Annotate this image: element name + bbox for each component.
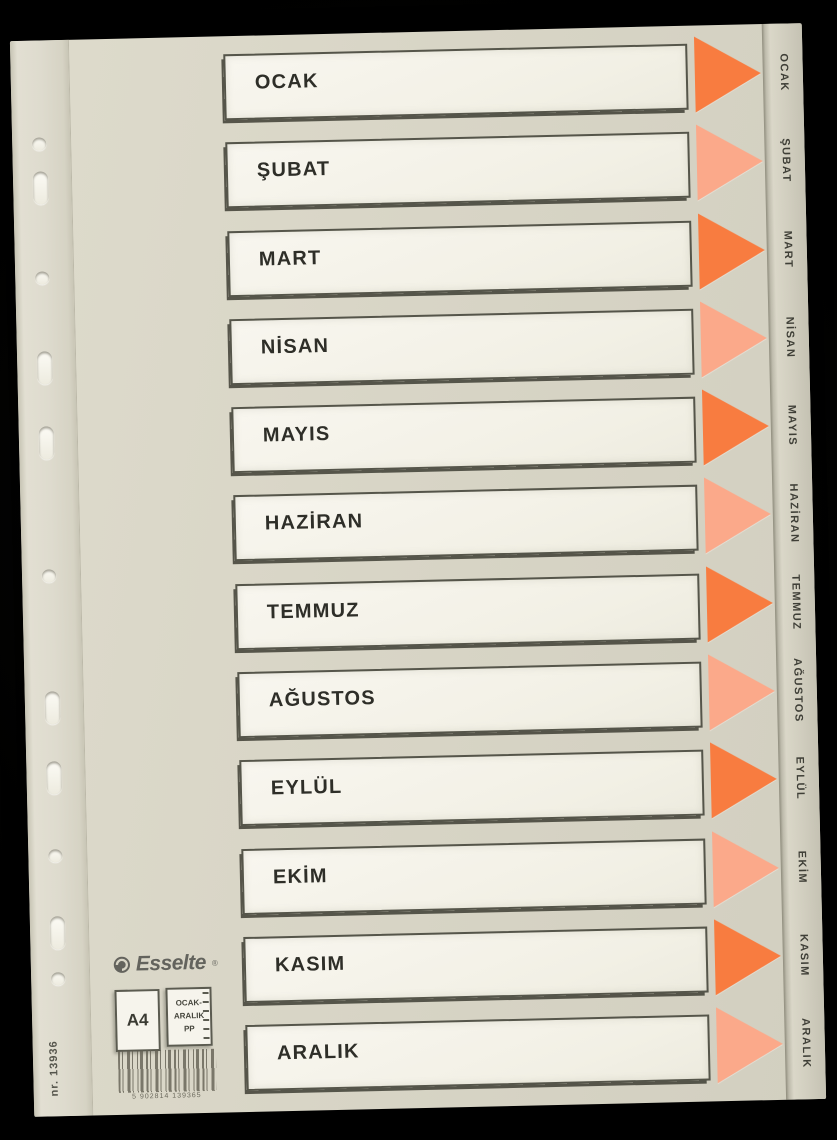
month-label-box: ARALIK <box>245 1014 711 1092</box>
tab-arrow-icon <box>715 1005 784 1084</box>
tab-month-label: MART <box>781 230 795 269</box>
range-code-box: OCAK- ARALIK PP <box>165 986 213 1047</box>
month-label: HAZİRAN <box>264 510 364 535</box>
esselte-logo-text: Esselte <box>135 950 207 976</box>
tab-month-label: HAZİRAN <box>787 483 801 544</box>
tab-arrow-icon <box>712 829 780 908</box>
punch-hole <box>38 426 55 460</box>
esselte-swirl-icon <box>113 956 130 973</box>
punch-strip: nr. 13936 <box>9 39 94 1117</box>
divider-sheet: nr. 13936 OCAK ŞUBAT MART NİSAN MAYIS <box>9 23 827 1117</box>
punch-hole <box>35 271 50 285</box>
punch-hole <box>49 916 66 950</box>
month-label: EKİM <box>272 865 328 889</box>
month-label-box: MAYIS <box>231 396 697 474</box>
tab-arrow-icon <box>695 123 764 201</box>
range-code-line: ARALIK <box>173 1010 205 1021</box>
tab-arrow-icon <box>693 35 762 113</box>
month-label: NİSAN <box>260 334 330 359</box>
tab-month-label: KASIM <box>797 933 811 977</box>
tab-month-label: ŞUBAT <box>779 138 793 183</box>
tab-month-label: EKİM <box>795 850 809 885</box>
divider-row: MAYIS <box>10 23 802 474</box>
esselte-logo: Esselte ® <box>113 951 218 977</box>
divider-row: ŞUBAT <box>10 23 802 209</box>
month-label: MAYIS <box>262 422 331 447</box>
tab-arrow-icon <box>703 475 772 554</box>
tab-month-label: TEMMUZ <box>789 574 803 631</box>
punch-hole <box>48 849 63 863</box>
range-code-line: OCAK- <box>175 998 202 1008</box>
punch-hole <box>44 691 61 725</box>
punch-hole <box>41 569 57 583</box>
divider-row: EYLÜL <box>10 23 802 827</box>
punch-hole <box>51 972 66 986</box>
punch-hole <box>32 137 47 151</box>
punch-hole <box>46 761 62 795</box>
month-label-box: AĞUSTOS <box>237 661 703 739</box>
tab-month-label: OCAK <box>777 53 791 92</box>
month-label: MART <box>258 247 322 271</box>
tab-month-label: MAYIS <box>785 404 799 447</box>
month-label: TEMMUZ <box>266 599 360 624</box>
registered-mark: ® <box>211 958 218 968</box>
range-code-line: PP <box>183 1023 195 1034</box>
month-label-box: EKİM <box>241 838 707 916</box>
month-label-box: HAZİRAN <box>233 484 699 562</box>
item-number: nr. 13936 <box>47 1040 61 1097</box>
tab-arrow-icon <box>701 388 770 466</box>
divider-row: NİSAN <box>10 23 802 386</box>
tab-month-label: ARALIK <box>799 1017 813 1069</box>
punch-hole <box>32 171 49 205</box>
divider-row: EKİM <box>10 23 802 916</box>
barcode <box>117 1048 217 1093</box>
tab-month-label: AĞUSTOS <box>791 657 805 723</box>
divider-row: ARALIK <box>10 23 802 1092</box>
month-label-box: TEMMUZ <box>235 573 701 651</box>
tab-arrow-icon <box>709 740 778 819</box>
barcode-number: 5 902814 139365 <box>132 1092 202 1101</box>
tab-month-label: EYLÜL <box>793 756 807 801</box>
month-label: ARALIK <box>276 1040 360 1065</box>
tab-arrow-icon <box>699 300 768 378</box>
tab-arrow-icon <box>707 652 776 731</box>
divider-row: HAZİRAN <box>10 23 802 562</box>
month-label: OCAK <box>254 70 319 94</box>
punch-hole <box>36 351 53 385</box>
tab-arrow-icon <box>705 564 774 643</box>
tab-month-label: NİSAN <box>783 316 797 359</box>
month-label-box: NİSAN <box>229 308 695 386</box>
divider-row: OCAK <box>10 23 802 121</box>
divider-row: AĞUSTOS <box>10 23 802 739</box>
divider-row: MART <box>10 23 802 298</box>
tab-arrow-icon <box>697 212 766 290</box>
month-label: AĞUSTOS <box>268 686 377 712</box>
size-badge: A4 <box>114 988 161 1052</box>
tab-arrow-icon <box>714 917 782 996</box>
divider-row: KASIM <box>10 23 802 1004</box>
divider-row: TEMMUZ <box>10 23 802 651</box>
month-label-box: ŞUBAT <box>225 131 691 209</box>
month-label: KASIM <box>274 952 346 977</box>
month-label-box: OCAK <box>223 43 689 121</box>
month-label: ŞUBAT <box>256 157 331 182</box>
month-label-box: EYLÜL <box>239 749 705 827</box>
month-label-box: MART <box>227 220 693 298</box>
month-label: EYLÜL <box>270 775 343 800</box>
month-label-box: KASIM <box>243 926 709 1004</box>
